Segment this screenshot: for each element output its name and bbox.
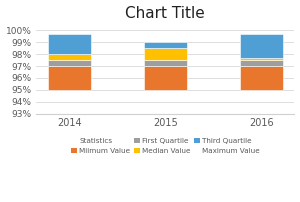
Bar — [144, 90, 187, 202]
Bar — [240, 58, 283, 60]
Bar — [240, 66, 283, 90]
Bar — [240, 31, 283, 34]
Title: Chart Title: Chart Title — [125, 6, 205, 21]
Bar — [48, 60, 91, 66]
Bar — [144, 42, 187, 48]
Bar — [240, 34, 283, 58]
Legend: Statistics, Miimum Value, First Quartile, Median Value, Third Quartile, Maximum : Statistics, Miimum Value, First Quartile… — [68, 135, 262, 157]
Bar — [48, 34, 91, 54]
Bar — [240, 90, 283, 202]
Bar — [48, 31, 91, 34]
Bar — [240, 60, 283, 66]
Bar — [144, 48, 187, 60]
Bar — [48, 90, 91, 202]
Bar — [48, 54, 91, 60]
Bar — [144, 60, 187, 66]
Bar — [48, 66, 91, 90]
Bar — [144, 66, 187, 90]
